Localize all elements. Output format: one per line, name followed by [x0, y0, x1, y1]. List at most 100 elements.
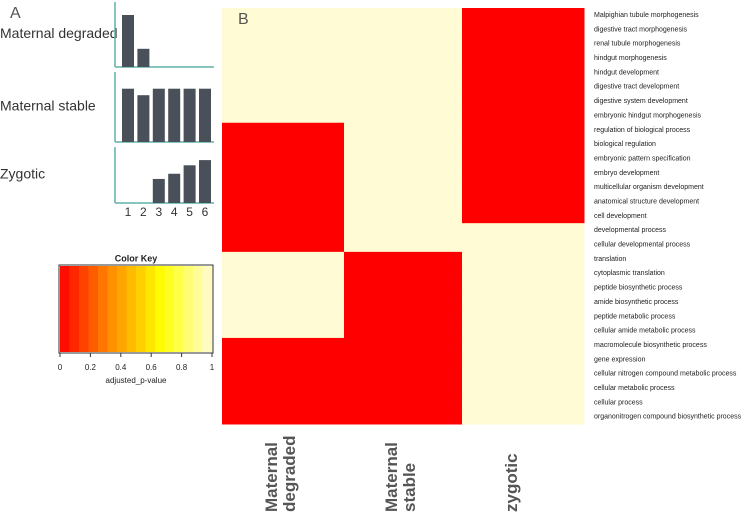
heatmap-cell: [462, 22, 585, 38]
series-label: Maternal degraded: [0, 25, 118, 41]
bar: [152, 88, 165, 142]
row-label: developmental process: [594, 227, 666, 234]
row-label: renal tubule morphogenesis: [594, 41, 681, 48]
x-tick-label: 3: [155, 205, 162, 219]
row-label: cellular metabolic process: [594, 385, 675, 392]
heatmap-cell: [462, 223, 585, 239]
bar: [122, 88, 134, 142]
x-tick-label: 1: [125, 205, 132, 219]
x-tick-label: 6: [202, 205, 209, 219]
heatmap-cell: [462, 337, 585, 353]
heatmap-cell: [462, 165, 585, 181]
heatmap-cell: [462, 94, 585, 109]
heatmap-cell: [462, 137, 585, 152]
color-key-swatch: [193, 266, 203, 352]
row-label: anatomical structure development: [594, 198, 699, 205]
color-key-tick-label: 0: [58, 363, 63, 372]
heatmap-cell: [344, 122, 463, 138]
x-tick-label: 2: [140, 205, 147, 219]
color-key-swatch: [164, 266, 175, 352]
heatmap-cell: [222, 323, 345, 339]
heatmap-cell: [462, 51, 585, 66]
color-key-swatch: [88, 266, 99, 352]
color-key-label: adjusted_p-value: [106, 376, 167, 385]
heatmap-cell: [344, 323, 463, 339]
heatmap-cell: [222, 352, 345, 368]
heatmap-cell: [222, 108, 345, 124]
heatmap-cell: [222, 94, 345, 109]
color-key-swatch: [183, 266, 194, 352]
row-label: peptide metabolic process: [594, 313, 676, 320]
row-label: gene expression: [594, 356, 645, 363]
bar: [137, 48, 150, 67]
heatmap-cell: [222, 280, 345, 296]
color-key-tick-label: 1: [210, 363, 215, 372]
x-tick-label: 5: [186, 205, 193, 219]
heatmap-cell: [222, 151, 345, 167]
heatmap-cell: [344, 409, 463, 425]
row-label: organonitrogen compound biosynthetic pro…: [594, 414, 742, 421]
panel-label: A: [10, 5, 21, 22]
heatmap-cell: [222, 22, 345, 38]
column-label: Maternal stable: [382, 442, 419, 512]
heatmap-cell: [462, 309, 585, 325]
heatmap-cell: [222, 51, 345, 66]
heatmap-cell: [462, 380, 585, 396]
series-label: Zygotic: [0, 166, 45, 182]
row-label: peptide biosynthetic process: [594, 285, 683, 292]
heatmap-cell: [222, 65, 345, 81]
color-key-swatch: [107, 266, 118, 352]
heatmap-cell: [222, 380, 345, 396]
heatmap-cell: [462, 251, 585, 267]
row-label: biological regulation: [594, 141, 656, 148]
heatmap-cell: [344, 137, 463, 152]
row-label: cellular developmental process: [594, 242, 691, 249]
heatmap-cell: [344, 51, 463, 66]
heatmap-cell: [344, 208, 463, 224]
bar: [199, 160, 211, 203]
panel-label: B: [238, 11, 249, 28]
heatmap-cell: [222, 309, 345, 325]
heatmap-cell: [344, 151, 463, 167]
heatmap-cell: [344, 266, 463, 282]
bar: [183, 88, 196, 142]
row-label: translation: [594, 256, 626, 263]
heatmap-cell: [222, 165, 345, 181]
row-label: Malpighian tubule morphogenesis: [594, 12, 699, 19]
heatmap-cell: [344, 309, 463, 325]
row-label: hindgut morphogenesis: [594, 55, 667, 62]
color-key-swatch: [126, 266, 137, 352]
color-key-swatch: [155, 266, 165, 352]
row-label: digestive tract development: [594, 84, 679, 91]
bar: [168, 173, 181, 203]
row-label: cellular amide metabolic process: [594, 328, 696, 335]
color-key-swatch: [79, 266, 89, 352]
heatmap-cell: [344, 108, 463, 124]
heatmap-cell: [462, 108, 585, 124]
color-key-swatch: [69, 266, 80, 352]
color-key-tick-label: 0.6: [146, 363, 158, 372]
bar: [137, 95, 150, 142]
row-label: hindgut development: [594, 69, 659, 76]
row-label: cellular nitrogen compound metabolic pro…: [594, 371, 737, 378]
heatmap-cell: [344, 251, 463, 267]
heatmap-cell: [462, 294, 585, 310]
heatmap-cell: [344, 8, 463, 23]
column-label: Maternal degraded: [262, 435, 299, 512]
heatmap-cell: [344, 280, 463, 296]
heatmap-cell: [222, 366, 345, 382]
heatmap-cell: [222, 122, 345, 138]
heatmap-cell: [462, 79, 585, 95]
heatmap-cell: [344, 165, 463, 181]
heatmap-cell: [462, 237, 585, 253]
color-key-title: Color Key: [115, 253, 158, 263]
row-label: embryo development: [594, 170, 659, 177]
heatmap-cell: [222, 395, 345, 411]
row-label: amide biosynthetic process: [594, 299, 679, 306]
heatmap-cell: [222, 266, 345, 282]
heatmap-cell: [462, 151, 585, 167]
row-label: macromolecule biosynthetic process: [594, 342, 707, 349]
heatmap-cell: [344, 352, 463, 368]
heatmap-cell: [222, 251, 345, 267]
heatmap-cell: [344, 294, 463, 310]
